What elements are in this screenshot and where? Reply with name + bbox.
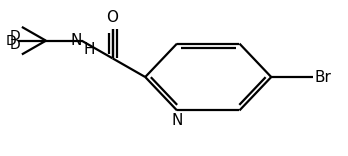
Text: N: N (70, 33, 82, 48)
Text: N: N (171, 113, 183, 128)
Text: D: D (9, 29, 20, 43)
Text: O: O (106, 10, 119, 25)
Text: D: D (6, 34, 16, 48)
Text: D: D (9, 39, 20, 52)
Text: Br: Br (315, 70, 332, 85)
Text: H: H (84, 42, 95, 57)
